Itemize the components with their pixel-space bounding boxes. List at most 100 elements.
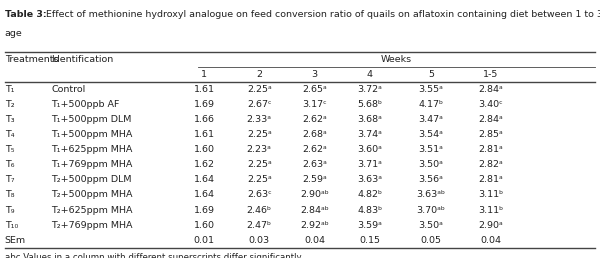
Text: 2.25ᵃ: 2.25ᵃ [247,85,272,94]
Text: 1.60: 1.60 [194,221,215,230]
Text: 2.25ᵃ: 2.25ᵃ [247,130,272,139]
Text: 3.40ᶜ: 3.40ᶜ [478,100,503,109]
Text: Treatments: Treatments [5,55,58,64]
Text: 1-5: 1-5 [483,70,499,79]
Text: 2.81ᵃ: 2.81ᵃ [478,145,503,154]
Text: 2.82ᵃ: 2.82ᵃ [478,160,503,169]
Text: 3: 3 [311,70,317,79]
Text: 0.01: 0.01 [194,236,215,245]
Text: 4.17ᵇ: 4.17ᵇ [418,100,443,109]
Text: 2.62ᵃ: 2.62ᵃ [302,115,327,124]
Text: T₆: T₆ [5,160,14,169]
Text: 4.82ᵇ: 4.82ᵇ [357,190,382,199]
Text: 4.83ᵇ: 4.83ᵇ [357,206,382,215]
Text: 1.62: 1.62 [194,160,215,169]
Text: T₅: T₅ [5,145,14,154]
Text: T₂: T₂ [5,100,14,109]
Text: Identification: Identification [51,55,113,64]
Text: 0.04: 0.04 [304,236,325,245]
Text: 0.05: 0.05 [420,236,441,245]
Text: 3.47ᵃ: 3.47ᵃ [418,115,443,124]
Text: 3.50ᵃ: 3.50ᵃ [418,160,443,169]
Text: 2.62ᵃ: 2.62ᵃ [302,145,327,154]
Text: 3.63ᵃᵇ: 3.63ᵃᵇ [416,190,445,199]
Text: 2.92ᵃᵇ: 2.92ᵃᵇ [300,221,329,230]
Text: Effect of methionine hydroxyl analogue on feed conversion ratio of quails on afl: Effect of methionine hydroxyl analogue o… [43,10,600,19]
Text: 2.81ᵃ: 2.81ᵃ [478,175,503,184]
Text: 3.54ᵃ: 3.54ᵃ [418,130,443,139]
Text: 3.74ᵃ: 3.74ᵃ [357,130,382,139]
Text: 2.90ᵃ: 2.90ᵃ [478,221,503,230]
Text: 4: 4 [367,70,373,79]
Text: 2.47ᵇ: 2.47ᵇ [247,221,272,230]
Text: 5: 5 [428,70,434,79]
Text: 1.69: 1.69 [194,206,215,215]
Text: 2.68ᵃ: 2.68ᵃ [302,130,327,139]
Text: Table 3:: Table 3: [5,10,46,19]
Text: Control: Control [51,85,85,94]
Text: 0.03: 0.03 [248,236,270,245]
Text: T₇: T₇ [5,175,14,184]
Text: 1.61: 1.61 [194,130,215,139]
Text: T₁+769ppm MHA: T₁+769ppm MHA [51,160,133,169]
Text: 2.46ᵇ: 2.46ᵇ [247,206,272,215]
Text: T₁+500ppm MHA: T₁+500ppm MHA [51,130,133,139]
Text: 1: 1 [201,70,207,79]
Text: SEm: SEm [5,236,26,245]
Text: T₉: T₉ [5,206,14,215]
Text: T₁+500ppb AF: T₁+500ppb AF [51,100,119,109]
Text: 3.17ᶜ: 3.17ᶜ [302,100,327,109]
Text: 2.84ᵃᵇ: 2.84ᵃᵇ [300,206,329,215]
Text: 3.68ᵃ: 3.68ᵃ [357,115,382,124]
Text: 2.84ᵃ: 2.84ᵃ [478,115,503,124]
Text: T₂+625ppm MHA: T₂+625ppm MHA [51,206,133,215]
Text: 2.85ᵃ: 2.85ᵃ [478,130,503,139]
Text: age: age [5,29,23,38]
Text: 3.56ᵃ: 3.56ᵃ [418,175,443,184]
Text: 5.68ᵇ: 5.68ᵇ [357,100,382,109]
Text: 2.23ᵃ: 2.23ᵃ [247,145,272,154]
Text: 2.67ᶜ: 2.67ᶜ [247,100,272,109]
Text: 2.33ᵃ: 2.33ᵃ [247,115,272,124]
Text: 2.90ᵃᵇ: 2.90ᵃᵇ [300,190,329,199]
Text: T₂+769ppm MHA: T₂+769ppm MHA [51,221,133,230]
Text: 3.63ᵃ: 3.63ᵃ [357,175,382,184]
Text: T₁₀: T₁₀ [5,221,18,230]
Text: 2.63ᵃ: 2.63ᵃ [302,160,327,169]
Text: 1.69: 1.69 [194,100,215,109]
Text: T₃: T₃ [5,115,14,124]
Text: T₁: T₁ [5,85,14,94]
Text: abc Values in a column with different superscripts differ significantly: abc Values in a column with different su… [5,253,301,258]
Text: T₂+500ppm MHA: T₂+500ppm MHA [51,190,133,199]
Text: 2.25ᵃ: 2.25ᵃ [247,160,272,169]
Text: 2.84ᵃ: 2.84ᵃ [478,85,503,94]
Text: T₄: T₄ [5,130,14,139]
Text: 0.15: 0.15 [359,236,380,245]
Text: 3.71ᵃ: 3.71ᵃ [357,160,382,169]
Text: 3.11ᵇ: 3.11ᵇ [478,206,503,215]
Text: 3.55ᵃ: 3.55ᵃ [418,85,443,94]
Text: 2.59ᵃ: 2.59ᵃ [302,175,327,184]
Text: 0.04: 0.04 [480,236,502,245]
Text: 3.70ᵃᵇ: 3.70ᵃᵇ [416,206,445,215]
Text: 2.65ᵃ: 2.65ᵃ [302,85,327,94]
Text: 2.63ᶜ: 2.63ᶜ [247,190,272,199]
Text: 3.11ᵇ: 3.11ᵇ [478,190,503,199]
Text: Weeks: Weeks [381,55,412,64]
Text: 2.25ᵃ: 2.25ᵃ [247,175,272,184]
Text: 3.50ᵃ: 3.50ᵃ [418,221,443,230]
Text: 1.64: 1.64 [194,175,215,184]
Text: 3.72ᵃ: 3.72ᵃ [357,85,382,94]
Text: 1.60: 1.60 [194,145,215,154]
Text: 3.51ᵃ: 3.51ᵃ [418,145,443,154]
Text: 1.61: 1.61 [194,85,215,94]
Text: 1.66: 1.66 [194,115,215,124]
Text: 3.59ᵃ: 3.59ᵃ [357,221,382,230]
Text: T₁+500ppm DLM: T₁+500ppm DLM [51,115,131,124]
Text: 3.60ᵃ: 3.60ᵃ [357,145,382,154]
Text: T₂+500ppm DLM: T₂+500ppm DLM [51,175,131,184]
Text: T₈: T₈ [5,190,14,199]
Text: 1.64: 1.64 [194,190,215,199]
Text: 2: 2 [256,70,262,79]
Text: T₁+625ppm MHA: T₁+625ppm MHA [51,145,133,154]
